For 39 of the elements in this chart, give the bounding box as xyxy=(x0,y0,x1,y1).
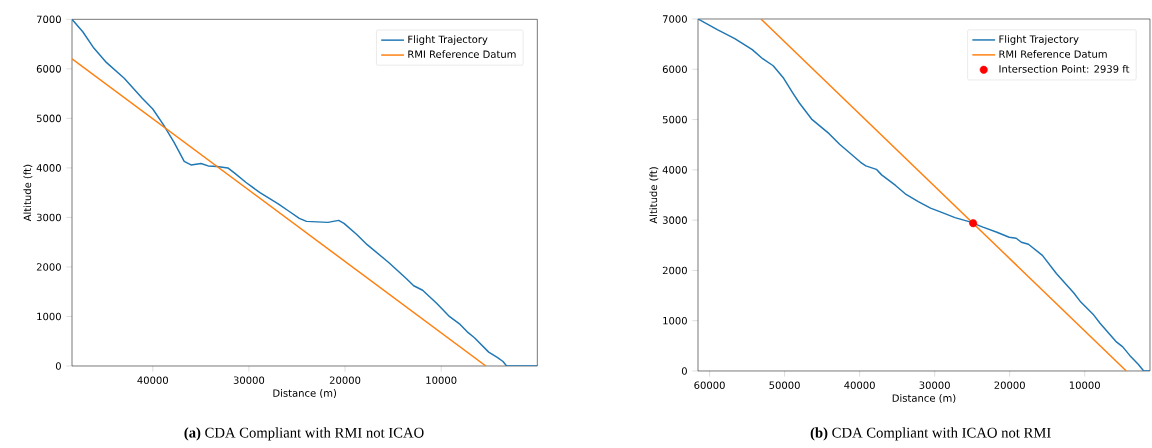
x-tick-label: 20000 xyxy=(994,381,1025,389)
y-tick-label: 2000 xyxy=(36,263,61,271)
text: (a) CDA Compliant with RMI not ICAO xyxy=(184,427,424,441)
x-tick-label: 60000 xyxy=(694,381,725,389)
y-tick-label: 1000 xyxy=(37,312,61,321)
x-tick-label: 10000 xyxy=(1069,381,1100,389)
y-tick-label: 5000 xyxy=(36,114,61,123)
y-tick-label: 6000 xyxy=(662,65,687,74)
y-tick-label: 0 xyxy=(55,362,61,370)
y-tick-label: 4000 xyxy=(662,166,687,174)
text: (b) CDA Compliant with ICAO not RMI xyxy=(810,427,1051,441)
y-axis-title: Altitude (ft) xyxy=(649,167,659,224)
y-tick-label: 1000 xyxy=(663,316,687,325)
y-tick-label: 4000 xyxy=(36,164,61,172)
x-tick-label: 50000 xyxy=(769,381,800,389)
x-axis-title: Distance (m) xyxy=(273,389,337,399)
y-tick-label: 3000 xyxy=(662,216,687,224)
y-tick-label: 7000 xyxy=(36,15,61,24)
y-tick-label: 6000 xyxy=(36,65,61,73)
y-tick-label: 0 xyxy=(681,367,687,375)
x-tick-label: 10000 xyxy=(426,376,457,384)
legend-label: RMI Reference Datum xyxy=(408,50,516,59)
y-axis-title: Altitude (ft) xyxy=(23,164,33,222)
y-tick-label: 5000 xyxy=(662,115,687,124)
y-tick-label: 7000 xyxy=(662,15,687,23)
legend-label: Intersection Point: 2939 ft xyxy=(999,65,1130,73)
y-tick-label: 2000 xyxy=(662,266,687,275)
line-series xyxy=(72,19,538,366)
x-tick-label: 40000 xyxy=(137,376,168,384)
x-tick-label: 40000 xyxy=(844,381,875,389)
x-tick-label: 20000 xyxy=(329,376,361,384)
line-series xyxy=(698,18,1150,371)
legend-label: RMI Reference Datum xyxy=(999,50,1107,58)
x-tick-label: 30000 xyxy=(233,376,265,384)
y-tick-label: 3000 xyxy=(36,213,61,222)
legend-label: Flight Trajectory xyxy=(999,35,1079,45)
x-axis-title: Distance (m) xyxy=(892,394,956,404)
x-tick-label: 30000 xyxy=(919,381,950,389)
legend-label: Flight Trajectory xyxy=(408,35,488,45)
